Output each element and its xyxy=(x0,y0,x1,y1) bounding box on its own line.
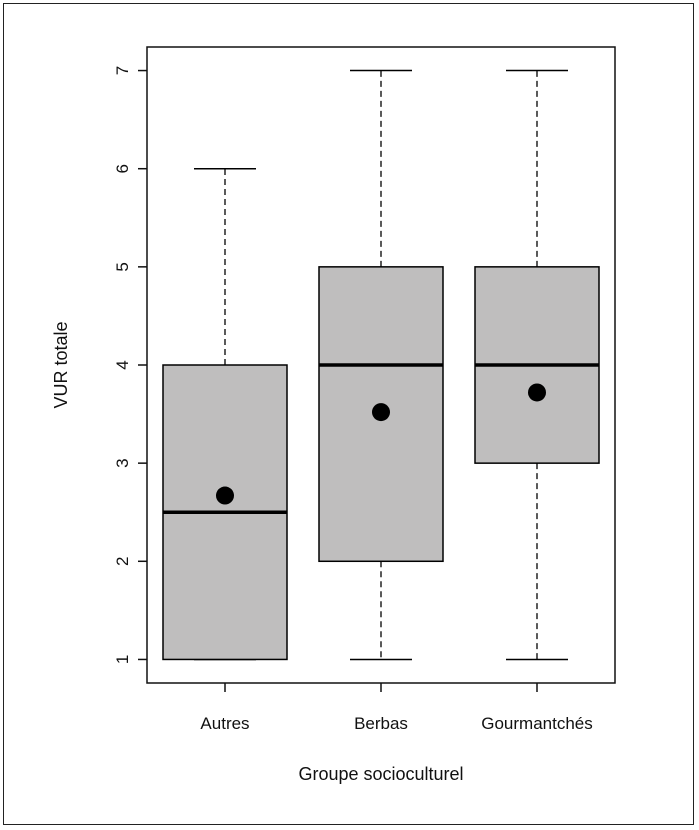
y-tick-label: 2 xyxy=(113,557,132,566)
y-tick-label: 7 xyxy=(113,66,132,75)
y-axis: 1 2 3 4 5 6 7 xyxy=(113,66,147,664)
figure-frame xyxy=(3,3,694,825)
y-tick-label: 1 xyxy=(113,655,132,664)
box-berbas xyxy=(318,69,444,661)
x-axis-title: Groupe socioculturel xyxy=(298,764,463,784)
mean-point xyxy=(528,383,546,402)
y-tick-label: 5 xyxy=(113,262,132,271)
x-axis: Autres Berbas Gourmantchés xyxy=(200,683,593,733)
x-tick-label: Berbas xyxy=(354,714,408,733)
mean-point xyxy=(216,486,234,505)
x-tick-label: Autres xyxy=(200,714,249,733)
box-gourmantch-s xyxy=(474,69,600,661)
mean-point xyxy=(372,403,390,422)
box-autres xyxy=(162,167,288,661)
y-tick-label: 6 xyxy=(113,164,132,173)
x-tick-label: Gourmantchés xyxy=(481,714,593,733)
y-axis-title: VUR totale xyxy=(51,321,71,408)
boxes xyxy=(162,69,600,661)
y-tick-label: 3 xyxy=(113,458,132,467)
y-tick-label: 4 xyxy=(113,360,132,369)
